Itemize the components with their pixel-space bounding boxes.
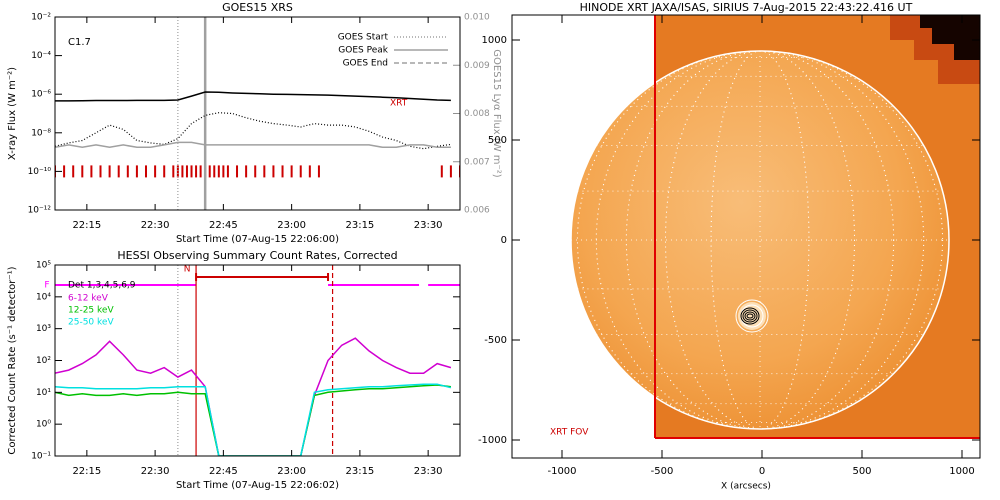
y-tick-label: 10¹ [36, 388, 51, 398]
y-axis-label: X-ray Flux (W m⁻²) [7, 67, 18, 160]
y-tick-label: 1000 [482, 35, 507, 46]
plot-frame [54, 264, 461, 457]
y-tick-label: 10⁻⁴ [31, 51, 51, 61]
flag-label: N [184, 265, 191, 275]
active-region-contour [744, 311, 756, 321]
y-tick-label: 10⁻¹⁰ [28, 167, 52, 177]
solar-disk [571, 51, 949, 429]
x-axis-label: X (arcsecs) [721, 482, 771, 492]
y-tick-label: 10⁻¹ [31, 452, 51, 462]
x-tick-label: 22:15 [72, 466, 101, 477]
y2-tick-label: 0.006 [464, 206, 490, 216]
solar-image [570, 15, 980, 438]
legend-title: Det 1,3,4,5,6,9 [68, 281, 136, 291]
y-tick-label: 10⁰ [36, 420, 51, 430]
active-region-contour [746, 313, 754, 319]
series-line [55, 112, 451, 150]
chart-title: HESSI Observing Summary Count Rates, Cor… [117, 249, 397, 262]
x-tick-label: 1000 [949, 466, 974, 477]
x-tick-label: 23:15 [345, 220, 374, 231]
y-tick-label: 500 [488, 135, 507, 146]
x-tick-label: 23:30 [414, 220, 443, 231]
y-tick-label: 10³ [36, 324, 51, 334]
y-tick-label: 10² [36, 356, 51, 366]
x-axis-label: Start Time (07-Aug-15 22:06:00) [176, 234, 339, 245]
y2-tick-label: 0.007 [464, 157, 490, 167]
active-region-glow [738, 302, 766, 330]
meridian-line [665, 50, 855, 430]
x-axis-label: Start Time (07-Aug-15 22:06:02) [176, 480, 339, 491]
x-tick-label: 500 [852, 466, 871, 477]
active-region-contour [740, 307, 760, 325]
corona-dark-region [920, 15, 980, 60]
plot-frame [54, 16, 461, 211]
y-axis-label: Corrected Count Rate (s⁻¹ detector⁻¹) [7, 266, 18, 454]
active-region-contour [742, 309, 758, 323]
series-line [55, 91, 451, 102]
series-line [55, 141, 451, 149]
y-tick-label: -1000 [478, 435, 507, 446]
y2-tick-label: 0.010 [464, 13, 490, 23]
plot-area [55, 265, 460, 456]
flare-class: C1.7 [68, 37, 91, 48]
observation-label: XRT [390, 99, 408, 109]
y-tick-label: 10⁻⁸ [31, 128, 51, 138]
series-line [55, 384, 451, 456]
series-line [55, 337, 452, 456]
flag-label: F [44, 281, 49, 291]
solar-limb [570, 50, 950, 430]
x-tick-label: 22:15 [72, 220, 101, 231]
x-tick-label: 0 [759, 466, 765, 477]
y-tick-label: 10⁻¹² [28, 206, 52, 216]
meridian-line [595, 50, 925, 430]
y-tick-label: 10⁵ [36, 261, 51, 271]
x-tick-label: 22:30 [141, 220, 170, 231]
x-tick-label: 22:45 [209, 220, 238, 231]
x-tick-label: 22:30 [141, 466, 170, 477]
y2-tick-label: 0.009 [464, 61, 490, 71]
plot-frame [511, 14, 981, 459]
active-region-ring [735, 299, 769, 333]
x-tick-label: -500 [651, 466, 674, 477]
x-tick-label: 23:00 [277, 220, 306, 231]
legend-label: 12-25 keV [68, 306, 114, 316]
chart-title: GOES15 XRS [222, 1, 293, 14]
chart-title: HINODE XRT JAXA/ISAS, SIRIUS 7-Aug-2015 … [580, 1, 913, 14]
legend-label: 25-50 keV [68, 318, 114, 328]
x-tick-label: -1000 [547, 466, 576, 477]
y-tick-label: -500 [484, 335, 507, 346]
legend-label: 6-12 keV [68, 294, 109, 304]
y-tick-label: 10⁴ [36, 292, 51, 302]
y-tick-label: 0 [501, 235, 507, 246]
y2-axis-label: GOES15 Lyα Flux (W m⁻²) [491, 49, 502, 177]
series-line [55, 383, 452, 456]
y-tick-label: 10⁻⁶ [31, 90, 51, 100]
corona-edge [890, 15, 980, 84]
legend-label: GOES Peak [338, 46, 388, 56]
x-tick-label: 22:45 [209, 466, 238, 477]
legend-label: GOES Start [338, 33, 389, 43]
x-tick-label: 23:30 [414, 466, 443, 477]
y2-tick-label: 0.008 [464, 109, 490, 119]
plot-area [55, 17, 460, 210]
y-tick-label: 10⁻² [31, 13, 51, 23]
fov-label: XRT FOV [550, 428, 589, 438]
legend-label: GOES End [343, 59, 388, 69]
x-tick-label: 23:15 [345, 466, 374, 477]
x-tick-label: 23:00 [277, 466, 306, 477]
